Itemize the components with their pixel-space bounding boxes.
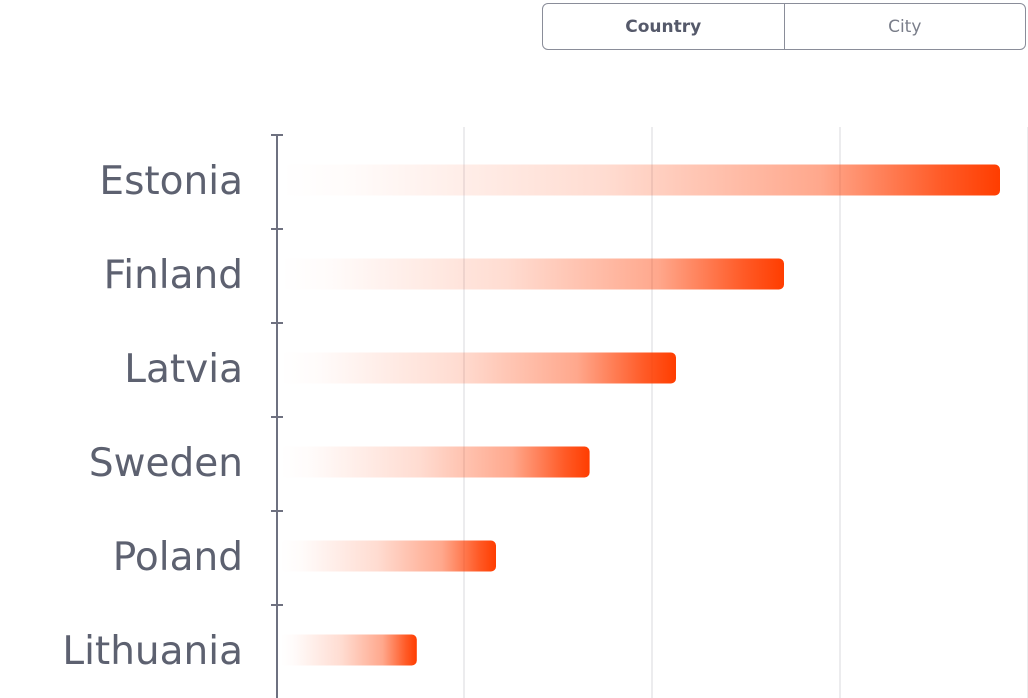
country-tab[interactable]: Country — [625, 16, 702, 37]
view-toggle: Country City — [542, 3, 1026, 50]
category-label: Finland — [104, 253, 243, 298]
category-label: Poland — [113, 535, 243, 580]
bars — [280, 164, 1000, 666]
bar-lithuania — [280, 634, 417, 666]
category-label: Estonia — [99, 159, 243, 204]
category-label: Latvia — [124, 347, 243, 392]
city-tab[interactable]: City — [783, 4, 1026, 49]
category-label: Sweden — [89, 441, 243, 486]
y-axis — [271, 134, 283, 698]
gridlines — [463, 127, 1028, 698]
bar-estonia — [280, 164, 1000, 196]
bar-finland — [280, 258, 784, 290]
bar-poland — [280, 540, 496, 572]
category-label: Lithuania — [62, 629, 243, 674]
bar-latvia — [280, 352, 676, 384]
category-labels: Estonia Finland Latvia Sweden Poland Lithuani… — [62, 159, 243, 674]
bar-sweden — [280, 446, 590, 478]
